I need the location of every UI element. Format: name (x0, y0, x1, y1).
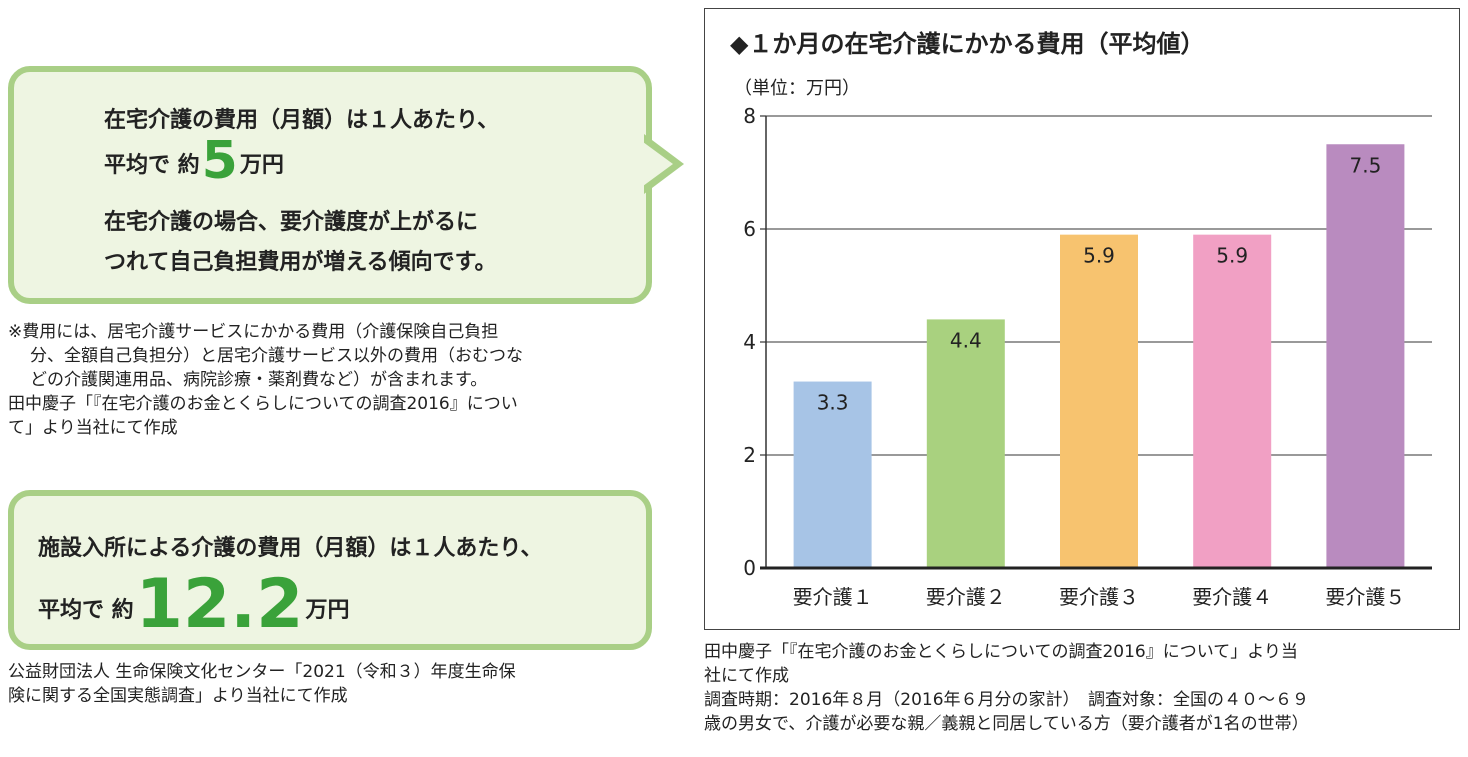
bar (1326, 144, 1405, 568)
chart-title: ◆１か月の在宅介護にかかる費用（平均値） (730, 30, 1205, 58)
data-label: 3.3 (817, 391, 849, 415)
source-facility-care: 公益財団法人 生命保険文化センター「2021（令和３）年度生命保 険に関する全国… (8, 660, 516, 708)
chart-source-note: 田中慶子「『在宅介護のお金とくらしについての調査2016』について」より当 社に… (704, 640, 1309, 736)
callout-home-care-line1: 在宅介護の費用（月額）は１人あたり、 (104, 108, 500, 133)
survey-info-line: 歳の男女で、介護が必要な親／義親と同居している方（要介護者が1名の世帯） (704, 714, 1309, 734)
bar (793, 381, 872, 568)
source-line: 険に関する全国実態調査」より当社にて作成 (8, 686, 348, 706)
callout-home-care-line3: 在宅介護の場合、要介護度が上がるに (104, 210, 479, 235)
source-line: て」より当社にて作成 (8, 418, 178, 438)
chart-frame (704, 8, 1460, 630)
survey-info-line: 調査時期：2016年８月（2016年６月分の家計） 調査対象：全国の４０～６９ (704, 690, 1310, 710)
x-tick-label: 要介護４ (1192, 585, 1272, 609)
callout-home-care-line4: つれて自己負担費用が増える傾向です。 (104, 250, 497, 275)
data-label: 4.4 (950, 328, 982, 352)
x-tick-label: 要介護２ (926, 585, 1006, 609)
unit-suffix: 万円 (239, 153, 284, 178)
bar-chart: （単位：万円） 0 2 4 6 8 3.3 要介護１ 4.4 要介護２ 5.9 要介護３ 5.9 要介護４… (734, 78, 1432, 609)
average-prefix: 平均で 約 (38, 598, 134, 623)
x-tick-label: 要介護３ (1059, 585, 1139, 609)
callout-pointer-fill (643, 142, 673, 186)
callout-facility-care: 施設入所による介護の費用（月額）は１人あたり、 平均で 約12.2万円 (8, 490, 652, 650)
y-tick-label: 2 (743, 443, 756, 467)
footnote-line: ※費用には、居宅介護サービスにかかる費用（介護保険自己負担 (8, 322, 499, 342)
x-tick-label: 要介護１ (793, 585, 873, 609)
source-line: 社にて作成 (704, 666, 789, 686)
source-line: 田中慶子「『在宅介護のお金とくらしについての調査2016』につい (8, 394, 518, 414)
x-tick-label: 要介護５ (1325, 585, 1405, 609)
bar (1193, 234, 1272, 568)
data-label: 5.9 (1083, 244, 1115, 268)
y-tick-label: 6 (743, 217, 756, 241)
unit-suffix: 万円 (305, 598, 350, 623)
callout-home-care: 在宅介護の費用（月額）は１人あたり、 平均で 約5万円 在宅介護の場合、要介護度… (8, 66, 652, 304)
callout-facility-care-line2: 平均で 約12.2万円 (38, 571, 350, 639)
facility-care-average-value: 12.2 (135, 565, 304, 644)
source-line: 田中慶子「『在宅介護のお金とくらしについての調査2016』について」より当 (704, 642, 1298, 662)
source-line: 公益財団法人 生命保険文化センター「2021（令和３）年度生命保 (8, 662, 516, 682)
y-tick-label: 0 (743, 556, 756, 580)
bar (1060, 234, 1138, 568)
data-label: 5.9 (1216, 244, 1248, 268)
bar (926, 319, 1005, 568)
unit-label: （単位：万円） (734, 78, 860, 99)
footnote-line: 分、全額自己負担分）と居宅介護サービス以外の費用（おむつな (30, 346, 523, 366)
footnote-line: どの介護関連用品、病院診療・薬剤費など）が含まれます。 (30, 370, 488, 390)
home-care-average-value: 5 (201, 131, 238, 191)
y-tick-label: 8 (743, 104, 756, 128)
average-prefix: 平均で 約 (104, 153, 200, 178)
callout-home-care-line2: 平均で 約5万円 (104, 135, 284, 187)
callout-facility-care-line1: 施設入所による介護の費用（月額）は１人あたり、 (38, 536, 543, 561)
y-tick-label: 4 (743, 330, 756, 354)
footnote-home-care: ※費用には、居宅介護サービスにかかる費用（介護保険自己負担 分、全額自己負担分）… (8, 320, 523, 440)
data-label: 7.5 (1349, 153, 1381, 177)
